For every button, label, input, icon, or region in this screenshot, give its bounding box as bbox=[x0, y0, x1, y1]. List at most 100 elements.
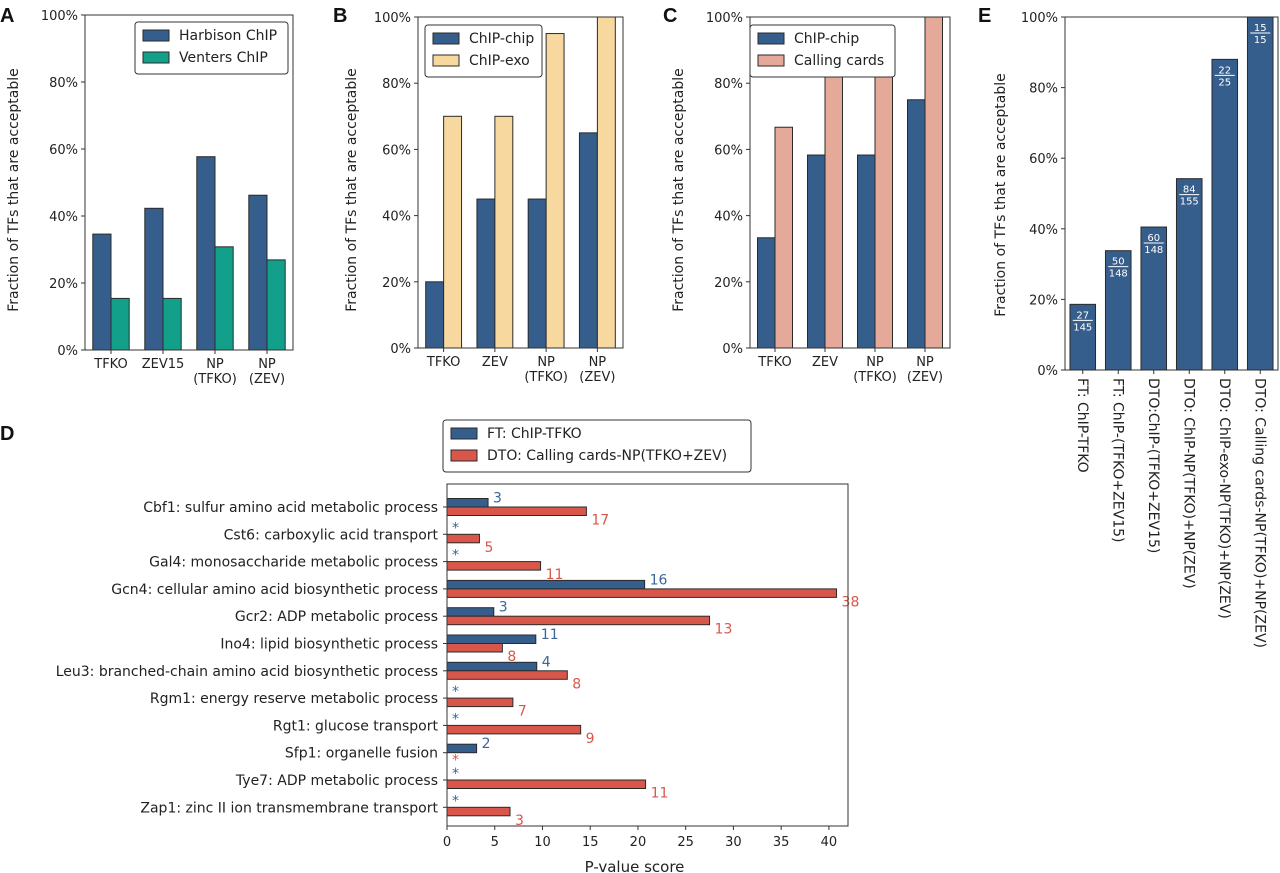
x-tick-label: DTO: Calling cards-NP(TFKO)+NP(ZEV) bbox=[1251, 378, 1267, 648]
bar-value-label: 11 bbox=[546, 567, 564, 583]
panel-c: C 0% 20% 40% 60% 80% 100% Fraction of TFs that … bbox=[663, 5, 951, 385]
legend-swatch bbox=[450, 427, 478, 440]
bar-chip-chip bbox=[757, 237, 776, 349]
legend-swatch bbox=[757, 32, 785, 45]
bar-value-label: 9 bbox=[586, 731, 595, 747]
bar-value-label: 3 bbox=[493, 491, 502, 507]
y-tick-label: 80% bbox=[714, 77, 743, 92]
bar-chip-chip bbox=[907, 99, 926, 349]
bar-ft bbox=[446, 607, 495, 617]
panel-b: B 0% 20% 40% 60% 80% 100% Fraction of TFs that … bbox=[333, 5, 624, 385]
panel-label: E bbox=[978, 5, 991, 27]
y-tick-label: 100% bbox=[374, 11, 411, 26]
plot-frame bbox=[417, 16, 624, 349]
fraction-denominator: 148 bbox=[1109, 269, 1128, 280]
legend-swatch bbox=[450, 449, 478, 462]
x-tick-label: 15 bbox=[582, 835, 599, 850]
bar-chip-chip bbox=[527, 198, 547, 349]
legend-label: Calling cards bbox=[794, 53, 884, 69]
bar-value-label: 11 bbox=[541, 627, 559, 643]
y-tick-label: 100% bbox=[706, 11, 743, 26]
y-tick-label: 80% bbox=[382, 77, 411, 92]
fraction-denominator: 145 bbox=[1073, 322, 1092, 333]
not-significant-marker: * bbox=[452, 548, 459, 564]
panel-label: A bbox=[0, 5, 14, 27]
y-tick-label: 60% bbox=[49, 143, 78, 158]
y-tick-label: 100% bbox=[1021, 11, 1058, 26]
y-tick-label: 40% bbox=[714, 210, 743, 225]
x-tick-label: NP (TFKO) bbox=[524, 355, 568, 385]
x-tick-label: ZEV bbox=[812, 355, 838, 370]
y-tick-label: 60% bbox=[382, 143, 411, 158]
y-tick-label: Ino4: lipid biosynthetic process bbox=[220, 637, 438, 653]
bar-calling-cards bbox=[774, 126, 793, 349]
bar-chip-chip bbox=[578, 132, 598, 349]
y-tick-label: 0% bbox=[1037, 364, 1058, 379]
fraction-numerator: 27 bbox=[1076, 310, 1089, 321]
not-significant-marker: * bbox=[452, 793, 459, 809]
fraction-denominator: 15 bbox=[1254, 35, 1267, 46]
plot-frame bbox=[1064, 16, 1279, 371]
x-tick-label: 30 bbox=[725, 835, 742, 850]
bar-calling-cards bbox=[924, 16, 943, 349]
bar-ft bbox=[446, 634, 537, 644]
bar-dto bbox=[446, 588, 838, 598]
x-tick-label: ZEV15 bbox=[142, 357, 185, 372]
not-significant-marker: * bbox=[452, 711, 459, 727]
x-tick-label: NP (ZEV) bbox=[249, 357, 285, 387]
y-tick-label: 20% bbox=[382, 276, 411, 291]
y-axis-label: Fraction of TFs that are acceptable bbox=[993, 73, 1009, 317]
bar-dto bbox=[446, 806, 511, 817]
bar-chip-chip bbox=[425, 281, 445, 349]
y-tick-label: Rgt1: glucose transport bbox=[273, 718, 439, 734]
bar-dto bbox=[446, 724, 582, 735]
bar-fraction-acceptable bbox=[1246, 16, 1274, 371]
fraction-numerator: 22 bbox=[1218, 65, 1231, 76]
bar-value-label: 7 bbox=[518, 704, 527, 720]
fraction-numerator: 50 bbox=[1112, 257, 1125, 268]
bar-chip-chip bbox=[476, 198, 496, 349]
bar-ft bbox=[446, 661, 538, 672]
fraction-denominator: 148 bbox=[1144, 245, 1163, 256]
x-tick-label: 35 bbox=[773, 835, 790, 850]
bar-harbison-chip bbox=[248, 194, 268, 351]
bar-value-label: 2 bbox=[482, 736, 491, 752]
bar-dto bbox=[446, 697, 514, 708]
fraction-denominator: 155 bbox=[1180, 197, 1199, 208]
x-tick-label: DTO:ChIP-(TFKO+ZEV15) bbox=[1145, 378, 1161, 553]
x-tick-label: NP (TFKO) bbox=[193, 357, 237, 387]
bar-ft bbox=[446, 579, 646, 590]
x-tick-label: TFKO bbox=[757, 355, 791, 370]
bar-dto bbox=[446, 533, 480, 544]
x-tick-label: NP (ZEV) bbox=[579, 355, 615, 385]
bar-fraction-acceptable bbox=[1175, 178, 1203, 371]
legend-swatch bbox=[432, 32, 460, 45]
legend: ChIP-chip ChIP-exo bbox=[424, 24, 543, 78]
not-significant-marker: * bbox=[452, 684, 459, 700]
y-tick-label: 20% bbox=[714, 276, 743, 291]
bar-value-label: 3 bbox=[499, 600, 508, 616]
panel-label: B bbox=[333, 5, 347, 27]
panel-a: A 0% 20% 40% 60% 80% 100% Fraction of TFs that … bbox=[0, 5, 294, 387]
bar-value-label: 8 bbox=[572, 676, 581, 692]
x-tick-label: 5 bbox=[491, 835, 499, 850]
bar-value-label: 4 bbox=[542, 654, 551, 670]
bar-ft bbox=[446, 743, 478, 754]
bar-venters-chip bbox=[214, 246, 234, 351]
bar-harbison-chip bbox=[196, 156, 216, 351]
bar-dto bbox=[446, 506, 587, 516]
y-tick-label: 20% bbox=[1029, 293, 1058, 308]
bar-chip-exo bbox=[545, 33, 565, 349]
bar-dto bbox=[446, 643, 503, 653]
legend-box bbox=[749, 24, 896, 78]
y-tick-label: 0% bbox=[390, 342, 411, 357]
y-tick-label: Sfp1: organelle fusion bbox=[285, 746, 438, 762]
bar-chip-exo bbox=[494, 115, 514, 349]
x-tick-label: FT: ChIP-(TFKO+ZEV15) bbox=[1109, 378, 1125, 542]
legend-box bbox=[442, 419, 752, 473]
x-tick-label: DTO: ChIP-exo-NP(TFKO)+NP(ZEV) bbox=[1216, 378, 1232, 619]
y-tick-label: Cbf1: sulfur amino acid metabolic proces… bbox=[143, 500, 438, 516]
legend-swatch bbox=[142, 51, 170, 64]
bar-chip-exo bbox=[443, 115, 463, 349]
y-tick-label: Zap1: zinc II ion transmembrane transpor… bbox=[140, 800, 438, 816]
